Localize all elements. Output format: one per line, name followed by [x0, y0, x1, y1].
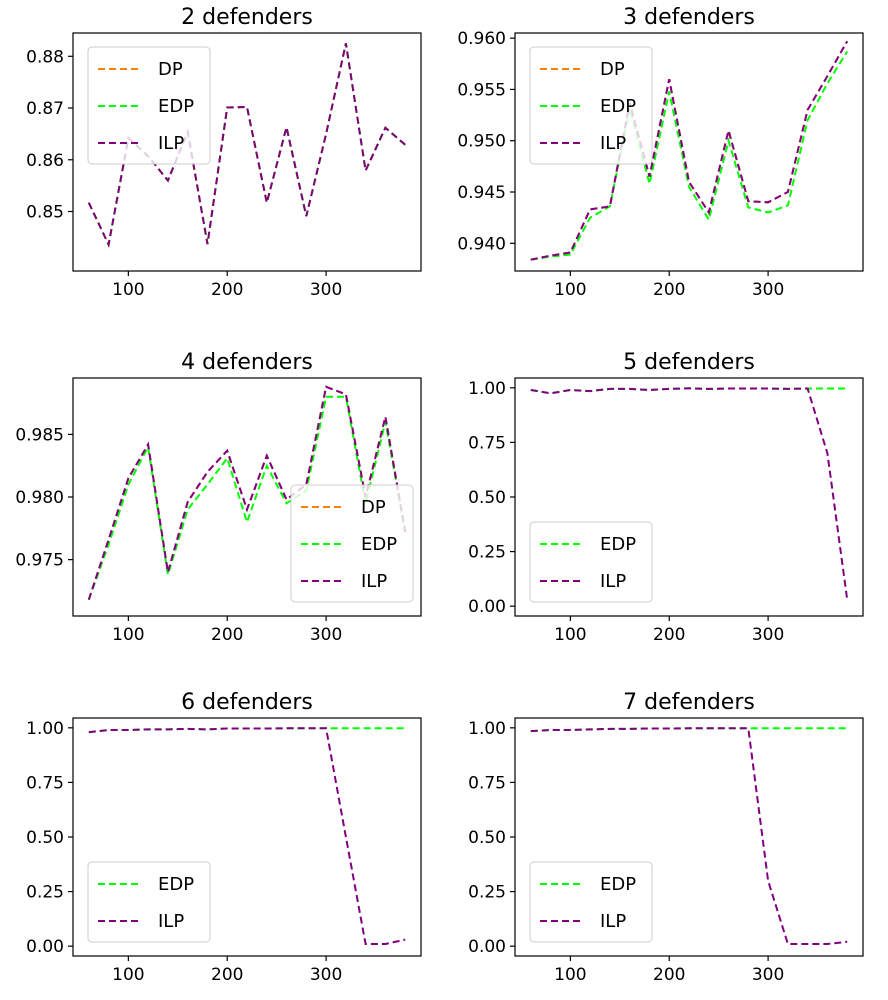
series-line-ilp	[87, 385, 407, 601]
legend-label-ilp: ILP	[600, 911, 626, 932]
y-tick-label: 0.75	[26, 773, 64, 793]
y-tick-label: 0.50	[468, 828, 506, 848]
y-tick-label: 0.960	[457, 29, 506, 49]
y-tick-label: 0.975	[15, 551, 64, 571]
panel-title: 6 defenders	[181, 690, 313, 715]
y-tick-label: 0.980	[15, 488, 64, 508]
y-tick-label: 0.88	[26, 47, 64, 67]
y-tick-label: 0.25	[26, 883, 64, 903]
y-tick-label: 0.945	[457, 183, 506, 203]
legend-label-edp: EDP	[600, 874, 636, 895]
series-line-ilp	[530, 387, 849, 600]
panel-4: 5 defenders 0.00 0.25 0.50 0.75 1.00 100 200 300…	[468, 350, 864, 645]
panel-1: 2 defenders 0.85 0.86 0.87 0.88 100 200 300 DP ED…	[26, 5, 422, 300]
y-tick-label: 0.985	[15, 425, 64, 445]
x-tick-label: 300	[310, 280, 342, 300]
y-tick-label: 1.00	[468, 719, 506, 739]
x-tick-label: 200	[211, 965, 243, 985]
legend-label-ilp: ILP	[600, 133, 626, 154]
y-tick-label: 0.87	[26, 99, 64, 119]
legend-label-edp: EDP	[361, 534, 397, 555]
legend-box	[529, 521, 653, 603]
y-tick-label: 0.00	[26, 937, 64, 957]
y-tick-label: 0.86	[26, 151, 64, 171]
panel-2: 3 defenders 0.940 0.945 0.950 0.955 0.960 100 2…	[457, 5, 864, 300]
legend: EDP ILP	[529, 861, 653, 943]
x-tick-label: 100	[554, 625, 586, 645]
legend-label-ilp: ILP	[158, 911, 184, 932]
panel-6: 7 defenders 0.00 0.25 0.50 0.75 1.00 100 200 300…	[468, 690, 864, 985]
legend: DP EDP ILP	[290, 484, 414, 603]
axes-frame	[514, 32, 864, 272]
x-tick-label: 100	[112, 625, 144, 645]
legend-label-dp: DP	[158, 59, 183, 80]
legend: DP EDP ILP	[87, 46, 211, 165]
y-tick-label: 0.25	[468, 883, 506, 903]
x-tick-label: 200	[653, 965, 685, 985]
y-tick-label: 0.25	[468, 543, 506, 563]
legend-box	[290, 484, 414, 603]
panel-title: 4 defenders	[181, 350, 313, 375]
x-tick-label: 200	[211, 280, 243, 300]
panel-3: 4 defenders 0.975 0.980 0.985 100 200 300 DP EDP…	[15, 350, 422, 645]
x-tick-label: 200	[653, 280, 685, 300]
legend: EDP ILP	[529, 521, 653, 603]
x-tick-label: 200	[653, 625, 685, 645]
legend-label-ilp: ILP	[600, 571, 626, 592]
series-line-edp	[530, 50, 849, 261]
x-tick-label: 300	[752, 280, 784, 300]
legend-label-edp: EDP	[600, 534, 636, 555]
series-line-ilp	[88, 727, 406, 945]
y-tick-label: 1.00	[468, 379, 506, 399]
x-tick-label: 100	[112, 280, 144, 300]
panel-title: 7 defenders	[623, 690, 755, 715]
y-tick-label: 0.940	[457, 234, 506, 254]
legend-label-dp: DP	[361, 497, 386, 518]
legend: DP EDP ILP	[529, 46, 653, 165]
y-tick-label: 0.00	[468, 597, 506, 617]
x-tick-label: 300	[752, 965, 784, 985]
legend-label-dp: DP	[600, 59, 625, 80]
x-tick-label: 300	[310, 965, 342, 985]
y-tick-label: 0.955	[457, 80, 506, 100]
series-line-ilp	[530, 727, 848, 945]
y-tick-label: 0.00	[468, 937, 506, 957]
panel-title: 3 defenders	[623, 5, 755, 30]
legend-label-edp: EDP	[600, 96, 636, 117]
panel-title: 5 defenders	[623, 350, 755, 375]
panel-5: 6 defenders 0.00 0.25 0.50 0.75 1.00 100 200 300…	[26, 690, 422, 985]
legend-label-ilp: ILP	[361, 571, 387, 592]
y-tick-label: 1.00	[26, 719, 64, 739]
legend-label-edp: EDP	[158, 96, 194, 117]
series-line-ilp	[87, 43, 406, 248]
legend-box	[529, 861, 653, 943]
y-tick-label: 0.50	[468, 488, 506, 508]
legend-label-edp: EDP	[158, 874, 194, 895]
y-tick-label: 0.75	[468, 433, 506, 453]
x-tick-label: 100	[112, 965, 144, 985]
panel-title: 2 defenders	[181, 5, 313, 30]
legend-box	[87, 46, 211, 165]
legend-box	[87, 861, 211, 943]
x-tick-label: 300	[310, 625, 342, 645]
axes-frame	[72, 32, 422, 272]
y-tick-label: 0.85	[26, 203, 64, 223]
legend-box	[529, 46, 653, 165]
x-tick-label: 100	[554, 965, 586, 985]
x-tick-label: 200	[211, 625, 243, 645]
series-line-ilp	[530, 40, 849, 261]
x-tick-label: 100	[554, 280, 586, 300]
y-tick-label: 0.50	[26, 828, 64, 848]
y-tick-label: 0.75	[468, 773, 506, 793]
legend: EDP ILP	[87, 861, 211, 943]
y-tick-label: 0.950	[457, 132, 506, 152]
x-tick-label: 300	[752, 625, 784, 645]
legend-label-ilp: ILP	[158, 133, 184, 154]
